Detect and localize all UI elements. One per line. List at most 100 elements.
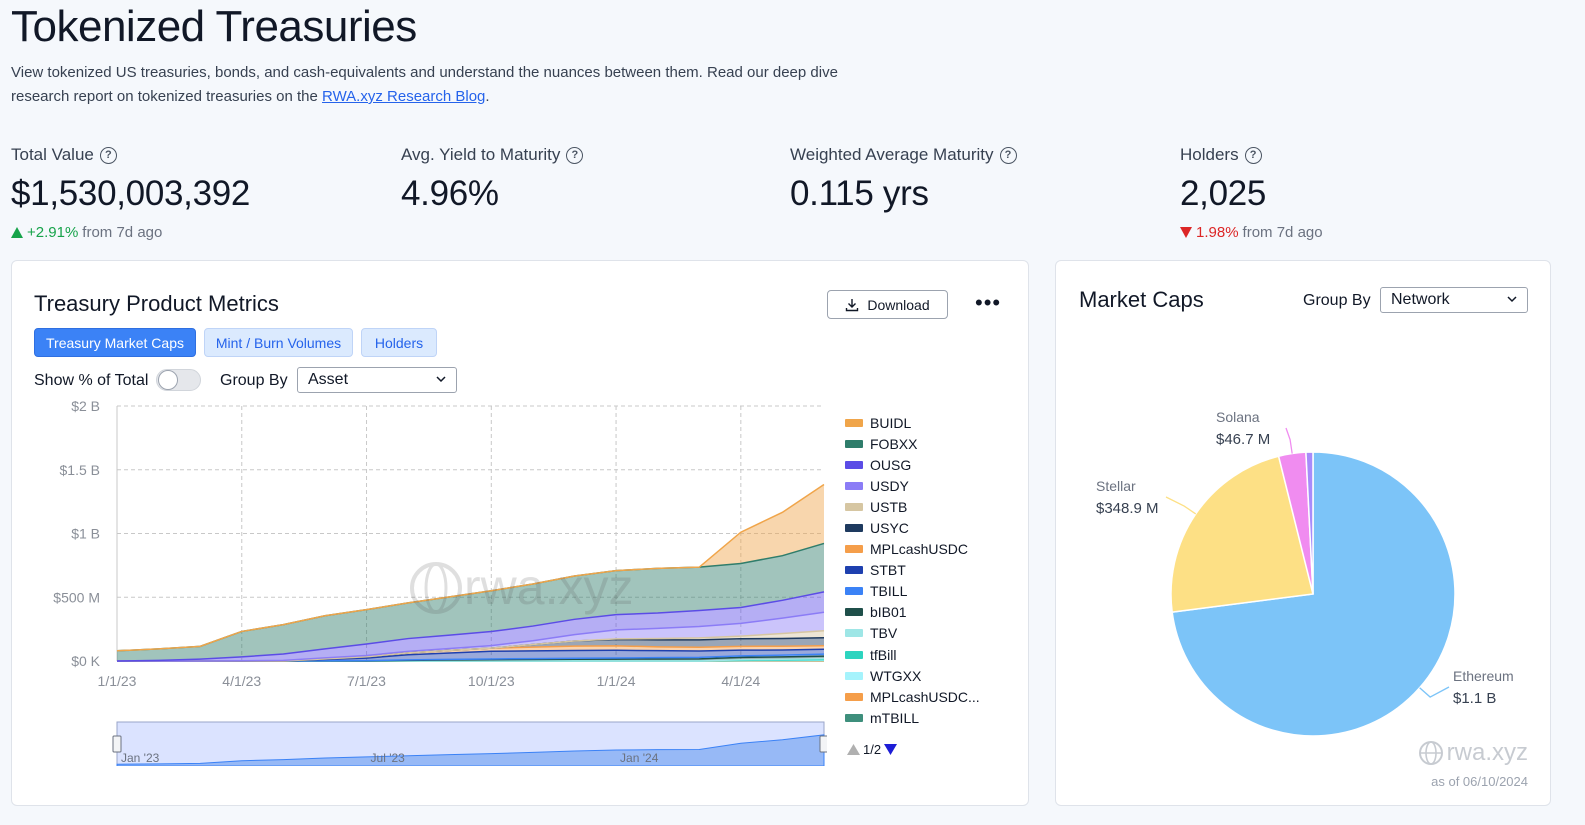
legend-item[interactable]: bIB01 bbox=[845, 602, 1020, 623]
help-icon[interactable]: ? bbox=[999, 146, 1017, 164]
stat-label: Weighted Average Maturity bbox=[790, 145, 994, 164]
legend-item[interactable]: USTB bbox=[845, 496, 1020, 517]
stat-value: 4.96% bbox=[401, 174, 499, 213]
group-by-label: Group By bbox=[1303, 292, 1371, 309]
card-title: Treasury Product Metrics bbox=[34, 291, 279, 316]
rwa-logo-watermark: rwa.xyz bbox=[1418, 739, 1528, 767]
pie-chart[interactable]: Ethereum $1.1 B Stellar $348.9 M Solana $46.7… bbox=[1056, 321, 1550, 801]
pie-slice-stellar[interactable] bbox=[1170, 455, 1314, 613]
page-description: View tokenized US treasuries, bonds, and… bbox=[11, 61, 911, 109]
legend-label: MPLcashUSDC bbox=[870, 541, 969, 558]
pager-next-icon[interactable] bbox=[884, 744, 898, 755]
legend-item[interactable]: OUSG bbox=[845, 454, 1020, 475]
area-stbt[interactable] bbox=[117, 649, 824, 661]
legend-swatch bbox=[845, 608, 863, 617]
area-mplcashusdc[interactable] bbox=[117, 645, 824, 661]
group-by-value: Network bbox=[1391, 291, 1450, 308]
area-fobxx[interactable] bbox=[117, 543, 824, 661]
triangle-down-icon bbox=[1180, 227, 1192, 238]
legend-item[interactable]: WTGXX bbox=[845, 665, 1020, 686]
show-pct-toggle[interactable] bbox=[156, 369, 201, 391]
legend-item[interactable]: BUIDL bbox=[845, 412, 1020, 433]
pager-text: 1/2 bbox=[863, 742, 882, 757]
pie-leader-line bbox=[1419, 686, 1450, 698]
y-tick-label: $1 B bbox=[71, 526, 100, 542]
as-of-date: as of 06/10/2024 bbox=[1431, 774, 1528, 789]
globe-icon bbox=[1418, 741, 1443, 765]
legend-swatch bbox=[845, 439, 863, 448]
stat-change: +2.91% from 7d ago bbox=[11, 224, 250, 241]
pie-leader-line bbox=[1285, 427, 1293, 454]
legend-label: USTB bbox=[870, 498, 908, 515]
legend-item[interactable]: tfBill bbox=[845, 644, 1020, 665]
pie-label-value: $1.1 B bbox=[1453, 690, 1496, 707]
pie-slice-other[interactable] bbox=[1305, 451, 1314, 595]
legend-label: USYC bbox=[870, 520, 909, 537]
legend-item[interactable]: TBV bbox=[845, 623, 1020, 644]
area-ousg[interactable] bbox=[117, 591, 824, 661]
pager-prev-icon[interactable] bbox=[847, 744, 860, 755]
watermark-text: rwa.xyz bbox=[1446, 739, 1528, 766]
legend-swatch bbox=[845, 545, 863, 554]
description-line-1: View tokenized US treasuries, bonds, and… bbox=[11, 64, 838, 81]
pie-label-name: Ethereum bbox=[1453, 668, 1514, 684]
network-select[interactable]: Network bbox=[1380, 287, 1528, 313]
legend-swatch bbox=[845, 671, 863, 680]
change-value: 1.98% bbox=[1196, 224, 1239, 241]
help-icon[interactable]: ? bbox=[1244, 146, 1262, 164]
group-by-select[interactable]: Asset bbox=[297, 367, 457, 393]
legend-label: USDY bbox=[870, 477, 909, 494]
treasury-metrics-card: Treasury Product Metrics Download ••• Tr… bbox=[11, 260, 1029, 806]
tab-holders[interactable]: Holders bbox=[361, 328, 437, 357]
market-caps-card: Market Caps Group By Network Ethereum $1.… bbox=[1055, 260, 1551, 806]
legend-swatch bbox=[845, 566, 863, 575]
more-horizontal-icon[interactable]: ••• bbox=[975, 290, 1002, 315]
legend-item[interactable]: mTBILL bbox=[845, 707, 1020, 728]
legend-swatch bbox=[845, 502, 863, 511]
stat-holders: Holders? 2,025 1.98% from 7d ago bbox=[1180, 144, 1323, 241]
navigator-series bbox=[116, 734, 825, 766]
group-by-label: Group By bbox=[220, 372, 288, 389]
legend-item[interactable]: STBT bbox=[845, 560, 1020, 581]
legend-item[interactable]: USDY bbox=[845, 475, 1020, 496]
stat-avg-yield: Avg. Yield to Maturity? 4.96% bbox=[401, 144, 584, 218]
legend-label: OUSG bbox=[870, 456, 912, 473]
tab-treasury-market-caps[interactable]: Treasury Market Caps bbox=[34, 328, 196, 357]
legend-item[interactable]: TBILL bbox=[845, 581, 1020, 602]
navigator-handle[interactable] bbox=[112, 735, 122, 753]
legend-swatch bbox=[845, 524, 863, 533]
change-suffix: from 7d ago bbox=[1242, 224, 1323, 241]
navigator-handle[interactable] bbox=[819, 735, 827, 753]
legend-label: WTGXX bbox=[870, 667, 922, 684]
stat-change: 1.98% from 7d ago bbox=[1180, 224, 1323, 241]
stat-value: 2,025 bbox=[1180, 174, 1267, 213]
tab-mint-burn-volumes[interactable]: Mint / Burn Volumes bbox=[204, 328, 353, 357]
y-tick-label: $500 M bbox=[53, 589, 100, 605]
area-usyc[interactable] bbox=[117, 637, 824, 661]
area-chart[interactable]: $2 B $1.5 B $1 B $500 M $0 K 1/1/23 4/1/23 7/1/… bbox=[12, 396, 827, 766]
pie-leader-line bbox=[1165, 496, 1197, 515]
area-usdy[interactable] bbox=[117, 612, 824, 661]
legend-item[interactable]: MPLcashUSDC... bbox=[845, 686, 1020, 707]
legend-swatch bbox=[845, 650, 863, 659]
research-blog-link[interactable]: RWA.xyz Research Blog bbox=[322, 88, 486, 105]
watermark-text: rwa.xyz bbox=[464, 559, 633, 615]
x-tick-label: 4/1/23 bbox=[222, 673, 261, 689]
rwa-watermark: rwa.xyz bbox=[410, 559, 633, 615]
help-icon[interactable]: ? bbox=[566, 146, 584, 164]
legend-swatch bbox=[845, 587, 863, 596]
legend-item[interactable]: FOBXX bbox=[845, 433, 1020, 454]
legend-pager: 1/2 bbox=[847, 742, 898, 757]
x-tick-label: 4/1/24 bbox=[721, 673, 760, 689]
download-button[interactable]: Download bbox=[827, 290, 948, 319]
legend-label: tfBill bbox=[870, 646, 897, 663]
legend-label: mTBILL bbox=[870, 709, 920, 726]
watermark-globe-icon bbox=[410, 562, 462, 614]
pie-label-value: $348.9 M bbox=[1096, 500, 1159, 517]
legend-item[interactable]: USYC bbox=[845, 517, 1020, 538]
area-bib01[interactable] bbox=[117, 656, 824, 661]
help-icon[interactable]: ? bbox=[99, 146, 117, 164]
watermark-globe-meridian bbox=[424, 562, 448, 614]
series-line-usdy bbox=[117, 611, 825, 662]
legend-item[interactable]: MPLcashUSDC bbox=[845, 539, 1020, 560]
